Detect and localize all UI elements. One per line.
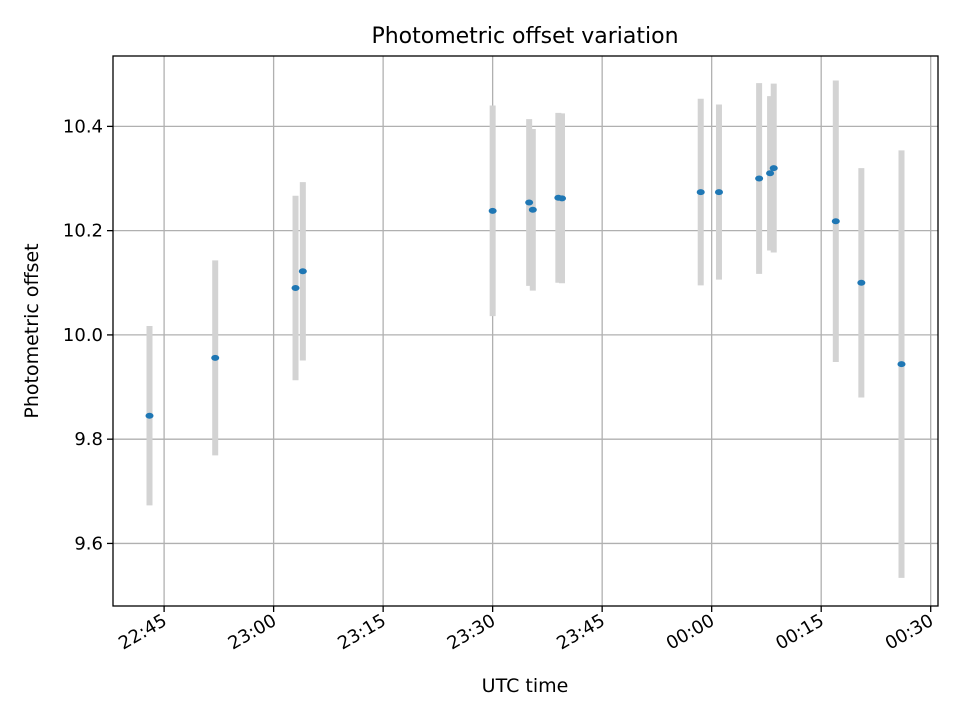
- x-axis-label: UTC time: [482, 675, 569, 697]
- data-point: [857, 279, 866, 286]
- data-points: [145, 165, 906, 419]
- y-tick-label: 10.0: [63, 325, 103, 346]
- plot-frame: [112, 55, 939, 607]
- data-point: [766, 170, 775, 177]
- y-axis: 9.6 9.8 10.0 10.2 10.4: [63, 116, 113, 554]
- grid: [113, 56, 938, 606]
- data-point: [769, 165, 778, 172]
- data-point: [291, 284, 300, 291]
- data-point: [145, 412, 154, 419]
- y-tick-label: 10.4: [63, 116, 103, 137]
- y-tick-label: 9.6: [74, 533, 103, 554]
- chart-title: Photometric offset variation: [371, 24, 678, 49]
- data-point: [696, 189, 705, 196]
- y-tick-label: 10.2: [63, 221, 103, 242]
- data-point: [755, 175, 764, 182]
- data-point: [831, 218, 840, 225]
- data-point: [897, 361, 906, 368]
- y-axis-label: Photometric offset: [21, 243, 43, 418]
- data-point: [558, 195, 567, 202]
- data-point: [488, 207, 497, 214]
- data-point: [714, 189, 723, 196]
- data-point: [525, 199, 534, 206]
- y-tick-label: 9.8: [74, 429, 103, 450]
- data-point: [298, 268, 307, 275]
- data-point: [211, 354, 220, 361]
- data-point: [528, 206, 537, 213]
